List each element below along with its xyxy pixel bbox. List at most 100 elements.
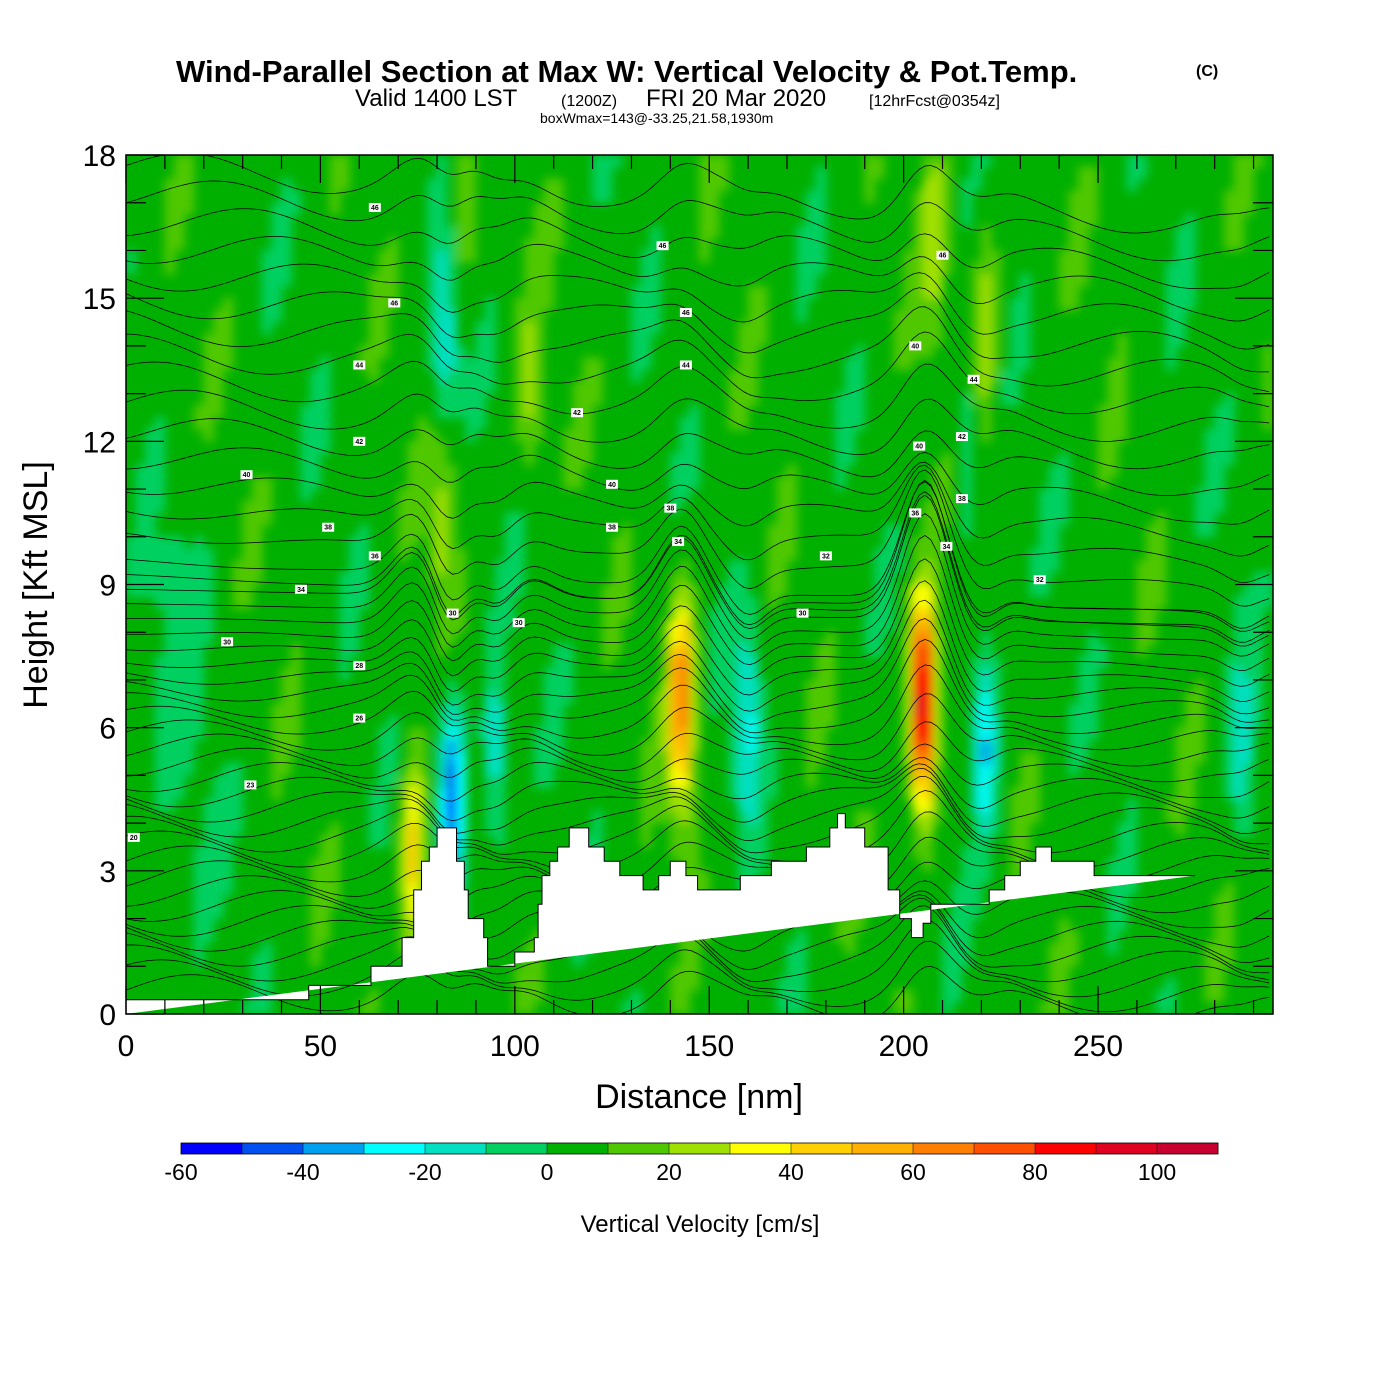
velocity-cell: [737, 381, 749, 395]
velocity-cell: [436, 584, 448, 597]
velocity-cell: [455, 226, 467, 240]
velocity-cell: [679, 751, 691, 764]
velocity-cell: [1078, 202, 1089, 216]
velocity-cell: [621, 1001, 632, 1014]
velocity-cell: [786, 536, 798, 550]
velocity-cell: [310, 858, 321, 872]
velocity-cell: [630, 345, 642, 359]
velocity-cell: [1078, 178, 1089, 192]
velocity-cell: [971, 774, 982, 788]
velocity-cell: [524, 369, 535, 383]
velocity-cell: [261, 309, 273, 323]
velocity-cell: [436, 488, 448, 502]
velocity-cell: [971, 727, 982, 741]
velocity-cell: [980, 727, 992, 741]
velocity-cell: [1243, 619, 1255, 633]
velocity-cell: [203, 584, 214, 597]
velocity-cell: [776, 977, 788, 991]
velocity-cell: [747, 619, 759, 633]
velocity-cell: [436, 739, 448, 753]
velocity-cell: [1165, 977, 1177, 991]
velocity-cell: [135, 548, 146, 562]
velocity-cell: [1233, 822, 1245, 836]
velocity-cell: [358, 548, 370, 562]
velocity-cell: [922, 202, 934, 216]
velocity-cell: [465, 428, 477, 442]
velocity-cell: [1233, 238, 1245, 251]
velocity-cell: [912, 285, 924, 299]
theta-contour-line: [126, 331, 1270, 415]
velocity-cell: [932, 715, 944, 729]
velocity-cell: [572, 428, 584, 442]
velocity-cell: [592, 155, 603, 168]
velocity-cell: [154, 416, 166, 430]
velocity-cell: [660, 703, 671, 717]
velocity-cell: [708, 703, 720, 717]
theta-label-text: 32: [1036, 577, 1044, 584]
velocity-cell: [397, 929, 409, 943]
velocity-cell: [358, 595, 370, 609]
velocity-cell: [961, 202, 973, 216]
theta-contours: [126, 155, 1270, 1014]
velocity-cell: [1204, 428, 1216, 442]
colorbar-segment: [852, 1143, 914, 1154]
velocity-cell: [1233, 595, 1245, 609]
velocity-cell: [281, 261, 292, 275]
velocity-cell: [922, 560, 934, 574]
velocity-cell: [203, 858, 214, 872]
velocity-cell: [1068, 762, 1080, 776]
velocity-cell: [455, 834, 467, 848]
velocity-cell: [776, 1001, 788, 1014]
theta-label-text: 38: [608, 525, 616, 532]
velocity-cell: [922, 273, 934, 287]
velocity-cell: [426, 345, 438, 359]
velocity-cell: [514, 357, 526, 371]
velocity-cell: [1194, 703, 1206, 717]
velocity-cell: [524, 989, 535, 1003]
velocity-cell: [144, 440, 156, 454]
velocity-cell: [407, 786, 419, 800]
velocity-cell: [786, 548, 798, 562]
velocity-cell: [912, 607, 924, 621]
velocity-cell: [737, 834, 749, 848]
velocity-cell: [1204, 488, 1216, 502]
velocity-cell: [728, 739, 739, 753]
velocity-cell: [728, 369, 739, 383]
velocity-cell: [407, 882, 419, 896]
velocity-cell: [1155, 584, 1167, 597]
velocity-cell: [1204, 965, 1216, 979]
velocity-cell: [446, 619, 457, 633]
velocity-cell: [232, 560, 244, 574]
velocity-cell: [679, 977, 691, 991]
velocity-cell: [922, 166, 934, 180]
velocity-cell: [854, 393, 866, 407]
velocity-cell: [126, 536, 137, 550]
velocity-cell: [932, 261, 944, 275]
velocity-cell: [1068, 929, 1080, 943]
velocity-cell: [417, 727, 428, 741]
velocity-cell: [873, 643, 885, 657]
velocity-cell: [1253, 631, 1264, 645]
velocity-cell: [728, 416, 739, 430]
velocity-cell: [922, 774, 934, 788]
velocity-cell: [815, 739, 827, 753]
velocity-cell: [281, 715, 292, 729]
velocity-cell: [679, 452, 691, 466]
velocity-cell: [339, 584, 351, 597]
velocity-cell: [1029, 786, 1041, 800]
velocity-cell: [990, 822, 1002, 836]
velocity-cell: [689, 691, 700, 705]
velocity-cell: [747, 643, 759, 657]
velocity-cell: [1078, 667, 1089, 681]
velocity-cell: [212, 822, 224, 836]
velocity-cell: [465, 166, 477, 180]
velocity-cell: [912, 667, 924, 681]
velocity-cell: [786, 941, 798, 955]
velocity-cell: [1107, 416, 1118, 430]
velocity-cell: [455, 155, 467, 168]
velocity-cell: [368, 989, 380, 1003]
velocity-cell: [903, 321, 914, 335]
velocity-cell: [203, 548, 214, 562]
velocity-cell: [1107, 369, 1118, 383]
velocity-cell: [144, 524, 156, 538]
